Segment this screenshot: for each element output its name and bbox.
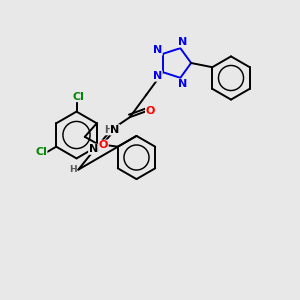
Text: Cl: Cl	[72, 92, 84, 102]
Text: N: N	[110, 125, 119, 135]
Text: Cl: Cl	[35, 147, 47, 158]
Text: N: N	[178, 37, 187, 47]
Text: O: O	[146, 106, 155, 116]
Text: N: N	[178, 79, 187, 89]
Text: H: H	[69, 165, 77, 174]
Text: N: N	[153, 71, 162, 81]
Text: N: N	[89, 144, 98, 154]
Text: H: H	[104, 125, 112, 135]
Text: O: O	[99, 140, 108, 150]
Text: N: N	[153, 45, 162, 55]
